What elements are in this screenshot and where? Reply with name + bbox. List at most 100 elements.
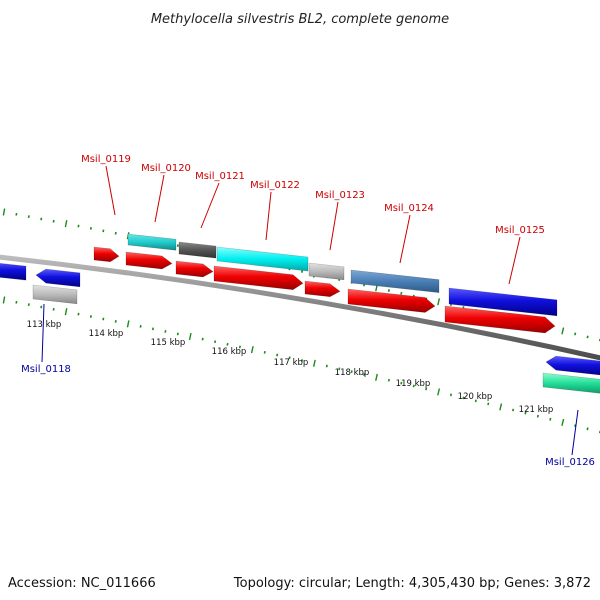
cds-msil-0126-feature[interactable] xyxy=(545,355,600,376)
inner-ring-minor-tick xyxy=(338,367,341,371)
inner-ring-minor-tick xyxy=(263,350,266,354)
inner-ring-minor-tick xyxy=(474,399,477,403)
gene-label-layer: Msil_0119 Msil_0120 Msil_0121 Msil_0122 Msil… xyxy=(21,154,595,468)
inner-ring-minor-tick xyxy=(363,373,366,376)
inner-ring-major-tick xyxy=(188,332,192,341)
inner-ring-minor-tick xyxy=(400,381,403,385)
feature-track xyxy=(0,233,600,394)
inner-ring-major-tick xyxy=(2,296,6,304)
gene-label-leader-line xyxy=(571,409,579,456)
map-title: Methylocella silvestris BL2, complete ge… xyxy=(151,12,449,27)
outer-ring-minor-tick xyxy=(300,270,304,273)
inner-ring-minor-tick xyxy=(387,378,390,382)
scale-label: 113 kbp xyxy=(27,320,62,330)
cds-reverse-feature[interactable] xyxy=(0,262,27,281)
inner-ring-minor-tick xyxy=(238,345,241,349)
cds-msil-0125-feature[interactable] xyxy=(444,305,556,334)
cds-msil-0123-feature[interactable] xyxy=(304,280,341,298)
cds-msil-0121-feature[interactable] xyxy=(175,260,214,278)
gene-label[interactable]: Msil_0122 xyxy=(250,180,300,191)
inner-ring-minor-tick xyxy=(549,417,552,421)
scale-label: 115 kbp xyxy=(151,338,186,348)
outer-ring-minor-tick xyxy=(387,289,390,292)
inner-ring-major-tick xyxy=(312,359,316,367)
inner-ring-minor-tick xyxy=(201,337,204,341)
gene-label[interactable]: Msil_0125 xyxy=(495,225,545,236)
inner-ring-minor-tick xyxy=(487,402,490,406)
inner-ring-minor-tick xyxy=(425,387,428,391)
gene-label[interactable]: Msil_0121 xyxy=(195,171,245,182)
scale-label: 121 kbp xyxy=(519,405,554,415)
gene-label-leader-line xyxy=(329,201,339,251)
gene-msil-0125-feature[interactable] xyxy=(448,287,558,317)
gene-msil-0124-feature[interactable] xyxy=(350,269,440,294)
gene-label-leader-line xyxy=(41,303,45,363)
inner-ring-minor-tick xyxy=(300,359,304,362)
gene-label-leader-line xyxy=(200,182,220,229)
scale-label: 114 kbp xyxy=(89,329,124,339)
inner-ring-minor-tick xyxy=(536,414,539,418)
inner-ring-minor-tick xyxy=(512,408,515,412)
outer-ring-major-tick xyxy=(64,220,68,228)
outer-ring-minor-tick xyxy=(586,335,589,339)
cds-msil-0122-feature[interactable] xyxy=(213,265,304,290)
gene-msil-0121-feature[interactable] xyxy=(178,241,217,259)
gene-label[interactable]: Msil_0124 xyxy=(384,203,434,214)
genome-backbone xyxy=(0,254,600,361)
accession-text: Accession: NC_011666 xyxy=(8,576,156,591)
inner-ring-minor-tick xyxy=(412,384,415,388)
gene-label[interactable]: Msil_0120 xyxy=(141,163,191,174)
inner-ring-minor-tick xyxy=(276,353,279,357)
scale-labels: 113 kbp 114 kbp 115 kbp 116 kbp 117 kbp 118 k… xyxy=(27,320,554,415)
scale-label: 118 kbp xyxy=(335,368,370,378)
inner-ring-major-tick xyxy=(64,308,68,316)
gene-label-leader-line xyxy=(105,165,116,216)
inner-ring-minor-tick xyxy=(449,393,453,397)
scale-label: 117 kbp xyxy=(274,358,309,368)
gene-msil-0120-feature[interactable] xyxy=(127,233,177,251)
gene-label-leader-line xyxy=(508,236,521,285)
inner-ring-minor-tick xyxy=(350,370,353,374)
scale-label: 119 kbp xyxy=(396,379,431,389)
inner-ring-minor-tick xyxy=(164,330,167,333)
gene-msil-0122-feature[interactable] xyxy=(216,246,309,272)
outer-ring-minor-tick xyxy=(400,291,403,295)
inner-ring-minor-tick xyxy=(574,424,577,428)
inner-ring-minor-tick xyxy=(226,342,229,346)
gene-label-leader-line xyxy=(399,214,411,264)
outer-ring-major-tick xyxy=(2,208,6,216)
inner-ring-major-tick xyxy=(499,403,503,411)
gene-label-leader-line xyxy=(265,191,272,241)
cds-msil-0118-partner-feature[interactable] xyxy=(35,268,81,288)
cds-msil-0120-feature[interactable] xyxy=(125,251,173,270)
inner-ring-minor-tick xyxy=(462,396,465,400)
gene-msil-0123-feature[interactable] xyxy=(308,262,345,281)
scale-label: 120 kbp xyxy=(458,392,493,402)
inner-ring-minor-tick xyxy=(214,340,217,344)
outer-ring-major-tick xyxy=(437,298,441,306)
outer-ring-minor-tick xyxy=(574,332,577,336)
gene-msil-0118-feature[interactable] xyxy=(32,284,78,305)
inner-ring-major-tick xyxy=(126,320,130,328)
inner-tick-ring xyxy=(2,296,600,434)
gene-label[interactable]: Msil_0126 xyxy=(545,457,595,468)
cds-msil-0119-feature[interactable] xyxy=(93,246,120,263)
gene-label[interactable]: Msil_0118 xyxy=(21,364,71,375)
outer-ring-major-tick xyxy=(561,327,565,335)
inner-ring-major-tick xyxy=(375,373,378,381)
inner-ring-major-tick xyxy=(250,346,254,354)
gene-msil-0126-feature[interactable] xyxy=(542,372,600,394)
gene-label-leader-line xyxy=(154,174,165,223)
inner-ring-minor-tick xyxy=(524,411,527,415)
inner-ring-major-tick xyxy=(437,388,441,396)
scale-label: 116 kbp xyxy=(212,347,247,357)
genome-summary-text: Topology: circular; Length: 4,305,430 bp… xyxy=(233,576,591,591)
inner-ring-minor-tick xyxy=(325,364,328,368)
inner-ring-minor-tick xyxy=(176,332,179,336)
inner-ring-minor-tick xyxy=(586,427,589,431)
cds-msil-0124-feature[interactable] xyxy=(347,288,436,313)
gene-label[interactable]: Msil_0123 xyxy=(315,190,365,201)
inner-ring-major-tick xyxy=(561,418,565,427)
gene-label[interactable]: Msil_0119 xyxy=(81,154,131,165)
